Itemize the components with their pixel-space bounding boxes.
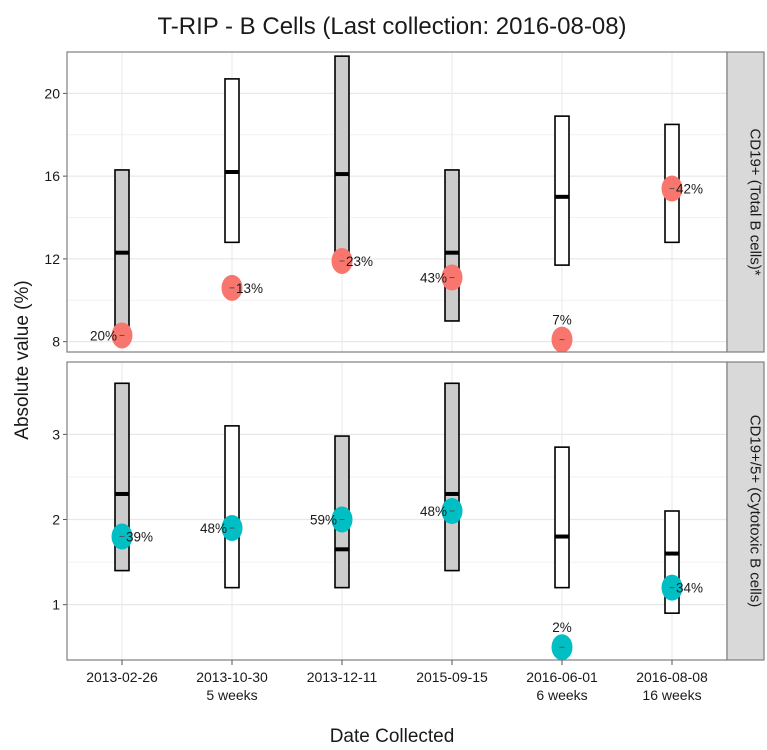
x-tick-label: 2016-08-08 bbox=[636, 669, 708, 685]
point-label: 20% bbox=[90, 328, 117, 343]
x-tick-sublabel: 5 weeks bbox=[206, 687, 257, 703]
y-tick-label: 8 bbox=[52, 334, 60, 350]
range-box bbox=[224, 425, 240, 589]
facet-strip-label: CD19+/5+ (Cytotoxic B cells) bbox=[747, 415, 764, 608]
x-tick-sublabel: 6 weeks bbox=[536, 687, 587, 703]
x-tick-label: 2015-09-15 bbox=[416, 669, 488, 685]
y-tick-label: 1 bbox=[52, 597, 60, 613]
range-box bbox=[334, 55, 350, 264]
facet-strip-label: CD19+ (Total B cells)* bbox=[747, 128, 764, 275]
range-box bbox=[554, 446, 570, 589]
range-box bbox=[224, 78, 240, 244]
facet-strip bbox=[726, 361, 765, 661]
point-label: 34% bbox=[676, 581, 703, 596]
point-label: 48% bbox=[200, 521, 227, 536]
x-axis-title: Date Collected bbox=[330, 726, 455, 747]
point-label: 42% bbox=[676, 182, 703, 197]
y-axis-title: Absolute value (%) bbox=[12, 280, 33, 439]
x-tick-label: 2013-12-11 bbox=[307, 669, 378, 685]
range-box bbox=[444, 382, 460, 572]
panel-background bbox=[67, 362, 727, 660]
chart-title: T-RIP - B Cells (Last collection: 2016-0… bbox=[157, 13, 626, 40]
y-tick-label: 3 bbox=[52, 426, 60, 442]
facet-strip bbox=[726, 51, 765, 353]
range-box bbox=[554, 115, 570, 266]
point-label: 13% bbox=[236, 281, 263, 296]
y-tick-label: 2 bbox=[52, 512, 60, 528]
point-label: 39% bbox=[126, 530, 153, 545]
point-label: 7% bbox=[552, 313, 572, 328]
y-tick-label: 12 bbox=[44, 251, 60, 267]
point-label: 43% bbox=[420, 271, 447, 286]
point-label: 59% bbox=[310, 513, 337, 528]
point-label: 48% bbox=[420, 504, 447, 519]
range-box bbox=[114, 382, 130, 572]
x-tick-label: 2013-02-26 bbox=[86, 669, 158, 685]
y-tick-label: 20 bbox=[44, 85, 60, 101]
point-label: 23% bbox=[346, 254, 373, 269]
x-tick-label: 2016-06-01 bbox=[526, 669, 598, 685]
x-tick-sublabel: 16 weeks bbox=[642, 687, 701, 703]
range-box bbox=[444, 169, 460, 322]
panel-2: 1 2 3 39% 48% 59% 48% 2% 34% CD19+/5+ (Cytotoxic … bbox=[52, 361, 765, 661]
panel-1: 8 12 16 20 20% 13% 23% 43% 7% 42% CD19+ (Total B c… bbox=[44, 51, 765, 353]
panel-background bbox=[67, 52, 727, 352]
x-tick-label: 2013-10-30 bbox=[196, 669, 268, 685]
y-tick-label: 16 bbox=[44, 168, 60, 184]
point-label: 2% bbox=[552, 620, 572, 635]
